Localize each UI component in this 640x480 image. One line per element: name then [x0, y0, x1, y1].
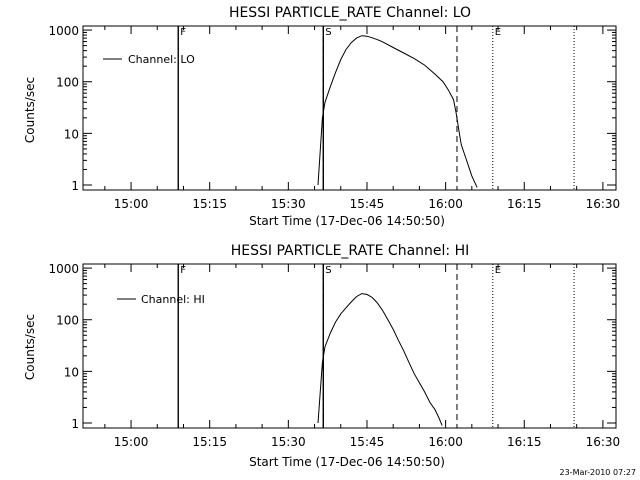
chart-panel-lo: HESSI PARTICLE_RATE Channel: LO Start Ti…: [23, 5, 620, 228]
x-tick-label-hi: 15:00: [114, 435, 149, 449]
x-axis-label-hi: Start Time (17-Dec-06 14:50:50): [249, 455, 445, 469]
x-tick-label-lo: 15:00: [114, 197, 149, 211]
x-tick-label-lo: 16:00: [428, 197, 463, 211]
x-tick-label-hi: 15:15: [192, 435, 227, 449]
x-tick-label-lo: 16:15: [507, 197, 542, 211]
legend-entry-lo: Channel: LO: [128, 53, 195, 66]
y-tick-label-lo: 1: [71, 179, 79, 193]
footer-timestamp: 23-Mar-2010 07:27: [560, 468, 637, 477]
plot-frame-hi: [82, 263, 617, 429]
y-tick-label-lo: 100: [56, 76, 79, 90]
legend-entry-hi: Channel: HI: [141, 293, 205, 306]
chart-title-hi: HESSI PARTICLE_RATE Channel: HI: [231, 243, 469, 259]
series-line-lo: [317, 35, 478, 188]
y-tick-label-lo: 1000: [48, 24, 79, 38]
y-tick-label-hi: 1: [71, 417, 79, 431]
y-tick-label-hi: 1000: [48, 262, 79, 276]
marker-label-lo: S: [325, 27, 331, 38]
x-tick-label-lo: 15:30: [271, 197, 306, 211]
marker-label-hi: S: [325, 265, 331, 276]
y-axis-label-lo: Counts/sec: [23, 77, 37, 143]
x-tick-label-hi: 15:45: [350, 435, 385, 449]
y-tick-label-hi: 100: [56, 314, 79, 328]
y-axis-label-hi: Counts/sec: [23, 314, 37, 380]
marker-label-hi: F: [180, 265, 186, 276]
chart-title-lo: HESSI PARTICLE_RATE Channel: LO: [229, 5, 471, 21]
x-tick-label-hi: 16:15: [507, 435, 542, 449]
x-tick-label-hi: 16:00: [428, 435, 463, 449]
chart-panel-hi: HESSI PARTICLE_RATE Channel: HI Start Ti…: [23, 243, 620, 469]
x-tick-label-hi: 15:30: [271, 435, 306, 449]
x-tick-label-lo: 15:45: [350, 197, 385, 211]
x-tick-label-lo: 15:15: [192, 197, 227, 211]
x-tick-label-hi: 16:30: [586, 435, 621, 449]
marker-label-lo: F: [180, 27, 186, 38]
y-tick-label-hi: 10: [64, 365, 79, 379]
marker-label-hi: E: [495, 265, 501, 276]
series-line-hi: [317, 293, 443, 426]
x-axis-label-lo: Start Time (17-Dec-06 14:50:50): [249, 214, 445, 228]
y-tick-label-lo: 10: [64, 127, 79, 141]
x-tick-label-lo: 16:30: [586, 197, 621, 211]
plot-frame-lo: [82, 25, 617, 191]
marker-label-lo: E: [495, 27, 501, 38]
